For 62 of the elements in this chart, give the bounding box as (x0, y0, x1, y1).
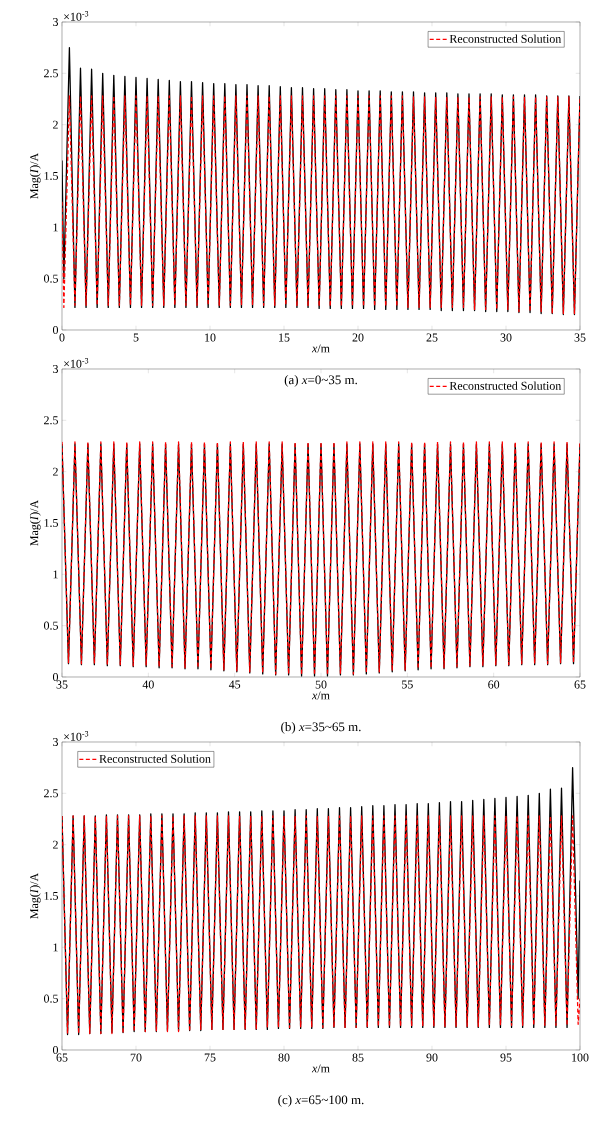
y-tick-label: 1.5 (44, 171, 59, 181)
x-tick-label: 0 (59, 333, 65, 342)
y-tick-label: 2 (53, 840, 58, 849)
y-tick-label: 0 (52, 672, 59, 682)
x-tick-label: 65 (56, 1053, 68, 1062)
x-axis-title: x/m (311, 691, 330, 700)
line-series (62, 815, 580, 1035)
y-tick-label: 2.5 (44, 69, 59, 78)
y-tick-label: 2.5 (44, 416, 59, 425)
text: (b) x=35~65 m. (281, 722, 361, 734)
y-tick-label: 1 (53, 570, 58, 579)
x-tick-label: 95 (500, 1053, 512, 1062)
y-tick-label: 2.5 (44, 789, 59, 798)
line-series (62, 47, 580, 316)
y-tick-label: 1 (53, 223, 58, 232)
x-tick-label: 80 (278, 1053, 290, 1062)
x-tick-label: 20 (352, 333, 364, 342)
x-tick-label: 75 (204, 1053, 216, 1062)
y-tick-label: 3 (53, 17, 59, 26)
y-tick-label: 1 (53, 943, 58, 952)
line-series (62, 767, 580, 1036)
y-tick-label: 0.5 (43, 621, 59, 630)
y-tick-label: 0.5 (43, 274, 59, 283)
x-tick-label: 45 (228, 680, 241, 689)
text: ×10$^{-3}$ (64, 358, 89, 368)
x-tick-label: 60 (488, 680, 500, 689)
legend-label: Reconstructed Solution (99, 754, 211, 763)
x-axis-title: x/m (311, 1064, 330, 1073)
x-tick-label: 70 (130, 1053, 142, 1062)
legend-label: Reconstructed Solution (449, 381, 562, 390)
text: ×10$^{-3}$ (64, 11, 89, 21)
x-tick-label: 30 (500, 333, 512, 342)
y-tick-label: 1.5 (44, 518, 59, 528)
x-tick-label: 25 (426, 333, 438, 342)
y-axis-title: Mag(I)/A (29, 152, 41, 199)
line-series (62, 95, 580, 315)
x-tick-label: 90 (426, 1053, 438, 1062)
legend-label: Reconstructed Solution (449, 34, 562, 43)
x-axis-title: x/m (311, 344, 330, 353)
x-tick-label: 15 (279, 333, 290, 342)
x-tick-label: 50 (315, 680, 327, 689)
text: (c) x=65~100 m. (278, 1095, 364, 1107)
text: (a) x=0~35 m. (284, 375, 357, 387)
x-tick-label: 100 (572, 1053, 589, 1062)
text: ×10$^{-3}$ (64, 731, 89, 741)
y-tick-label: 2 (53, 467, 58, 476)
x-tick-label: 85 (352, 1053, 364, 1062)
x-tick-label: 40 (142, 680, 154, 689)
y-tick-label: 0.5 (43, 994, 59, 1003)
x-tick-label: 65 (574, 680, 586, 689)
x-tick-label: 5 (133, 333, 139, 342)
y-tick-label: 0 (52, 325, 59, 335)
y-axis-title: Mag(I)/A (29, 872, 41, 919)
x-tick-label: 55 (402, 680, 413, 689)
y-tick-label: 1.5 (44, 891, 59, 901)
y-axis-title: Mag(I)/A (29, 499, 41, 546)
x-tick-label: 10 (205, 333, 216, 342)
y-tick-label: 2 (53, 120, 58, 129)
y-tick-label: 3 (53, 737, 59, 746)
x-tick-label: 35 (574, 333, 586, 342)
y-tick-label: 3 (53, 364, 59, 373)
x-tick-label: 35 (56, 680, 68, 689)
